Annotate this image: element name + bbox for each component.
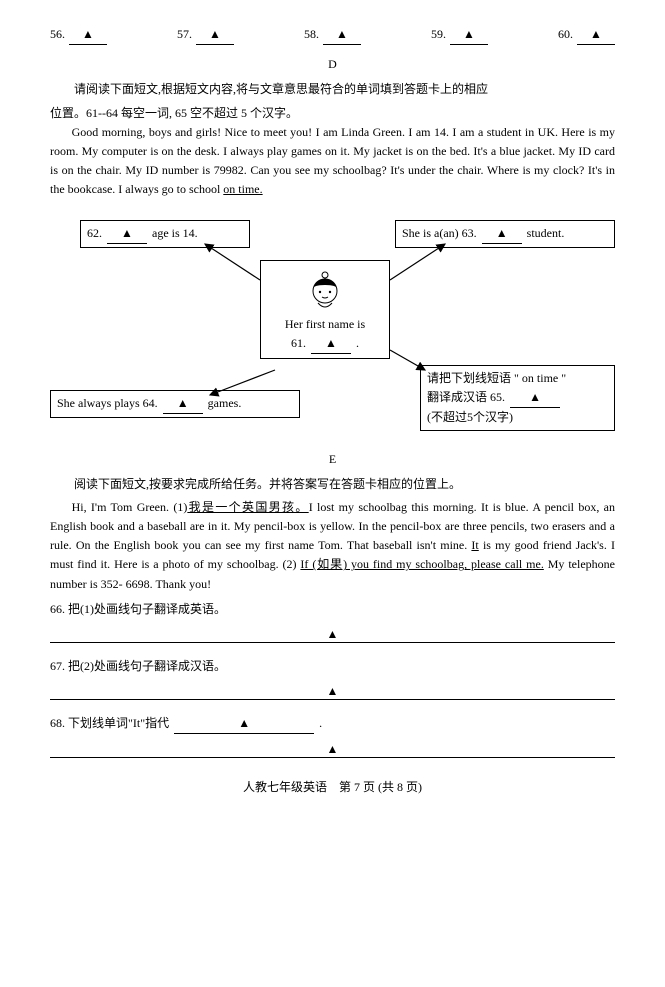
triangle-icon: ▲	[496, 226, 508, 240]
box-62-a: 62.	[87, 226, 102, 240]
center-61: 61.	[291, 336, 306, 350]
diagram-d: 62. ▲ age is 14. She is a(an) 63. ▲ stud…	[50, 210, 615, 440]
box-62: 62. ▲ age is 14.	[80, 220, 250, 248]
q67: 67. 把(2)处画线句子翻译成汉语。	[50, 657, 615, 676]
pe-1: Hi, I'm Tom Green. (1)	[72, 500, 188, 514]
num-59: 59.	[431, 25, 446, 44]
ans-68: ▲	[50, 740, 615, 758]
box-65-row: 翻译成汉语 65. ▲	[427, 388, 608, 408]
center-box: Her first name is 61. ▲ .	[260, 260, 390, 359]
triangle-icon: ▲	[529, 390, 541, 404]
pe-u3: If (如果) you find my schoolbag, please ca…	[300, 557, 543, 571]
box-65-c: (不超过5个汉字)	[427, 408, 608, 427]
triangle-icon: ▲	[327, 684, 339, 698]
center-dot: .	[356, 336, 359, 350]
box-65-b: 翻译成汉语 65.	[427, 390, 505, 404]
box-65-a: 请把下划线短语 " on time "	[427, 369, 608, 388]
passage-d-text: Good morning, boys and girls! Nice to me…	[50, 125, 615, 197]
box-63-a: She is a(an) 63.	[402, 226, 477, 240]
triangle-icon: ▲	[121, 226, 133, 240]
girl-icon	[300, 265, 350, 315]
box-63: She is a(an) 63. ▲ student.	[395, 220, 615, 248]
triangle-icon: ▲	[238, 716, 250, 730]
blank-row-56-60: 56. ▲ 57. ▲ 58. ▲ 59. ▲ 60. ▲	[50, 25, 615, 45]
section-d-label: D	[50, 55, 615, 74]
page-footer: 人教七年级英语 第 7 页 (共 8 页)	[50, 778, 615, 797]
triangle-icon: ▲	[590, 27, 602, 41]
box-64-b: games.	[208, 396, 242, 410]
q68: 68. 下划线单词"It"指代 ▲ .	[50, 714, 615, 734]
instr-d-1: 请阅读下面短文,根据短文内容,将与文章意思最符合的单词填到答题卡上的相应	[50, 80, 615, 99]
passage-d: Good morning, boys and girls! Nice to me…	[50, 123, 615, 200]
triangle-icon: ▲	[177, 396, 189, 410]
box-64: She always plays 64. ▲ games.	[50, 390, 300, 418]
triangle-icon: ▲	[336, 27, 348, 41]
instr-e: 阅读下面短文,按要求完成所给任务。并将答案写在答题卡相应的位置上。	[50, 475, 615, 494]
center-61-row: 61. ▲ .	[265, 334, 385, 354]
box-62-b: age is 14.	[152, 226, 198, 240]
box-63-b: student.	[527, 226, 565, 240]
blank-57: 57. ▲	[177, 25, 234, 45]
passage-e: Hi, I'm Tom Green. (1)我是一个英国男孩。I lost my…	[50, 498, 615, 594]
ans-67: ▲	[50, 682, 615, 700]
passage-d-underline: on time.	[223, 182, 262, 196]
section-e-label: E	[50, 450, 615, 469]
triangle-icon: ▲	[325, 336, 337, 350]
triangle-icon: ▲	[327, 742, 339, 756]
q68b: .	[319, 716, 322, 730]
pe-u1: 我是一个英国男孩。	[187, 500, 308, 514]
blank-60: 60. ▲	[558, 25, 615, 45]
q66: 66. 把(1)处画线句子翻译成英语。	[50, 600, 615, 619]
center-text: Her first name is	[265, 315, 385, 334]
blank-58: 58. ▲	[304, 25, 361, 45]
triangle-icon: ▲	[327, 627, 339, 641]
pe-u2: It	[471, 538, 478, 552]
num-58: 58.	[304, 25, 319, 44]
instr-d-2: 位置。61--64 每空一词, 65 空不超过 5 个汉字。	[50, 104, 615, 123]
num-60: 60.	[558, 25, 573, 44]
triangle-icon: ▲	[82, 27, 94, 41]
box-64-a: She always plays 64.	[57, 396, 158, 410]
blank-59: 59. ▲	[431, 25, 488, 45]
num-56: 56.	[50, 25, 65, 44]
triangle-icon: ▲	[209, 27, 221, 41]
num-57: 57.	[177, 25, 192, 44]
box-65: 请把下划线短语 " on time " 翻译成汉语 65. ▲ (不超过5个汉字…	[420, 365, 615, 432]
blank-56: 56. ▲	[50, 25, 107, 45]
triangle-icon: ▲	[463, 27, 475, 41]
q68a: 68. 下划线单词"It"指代	[50, 716, 169, 730]
ans-66: ▲	[50, 625, 615, 643]
